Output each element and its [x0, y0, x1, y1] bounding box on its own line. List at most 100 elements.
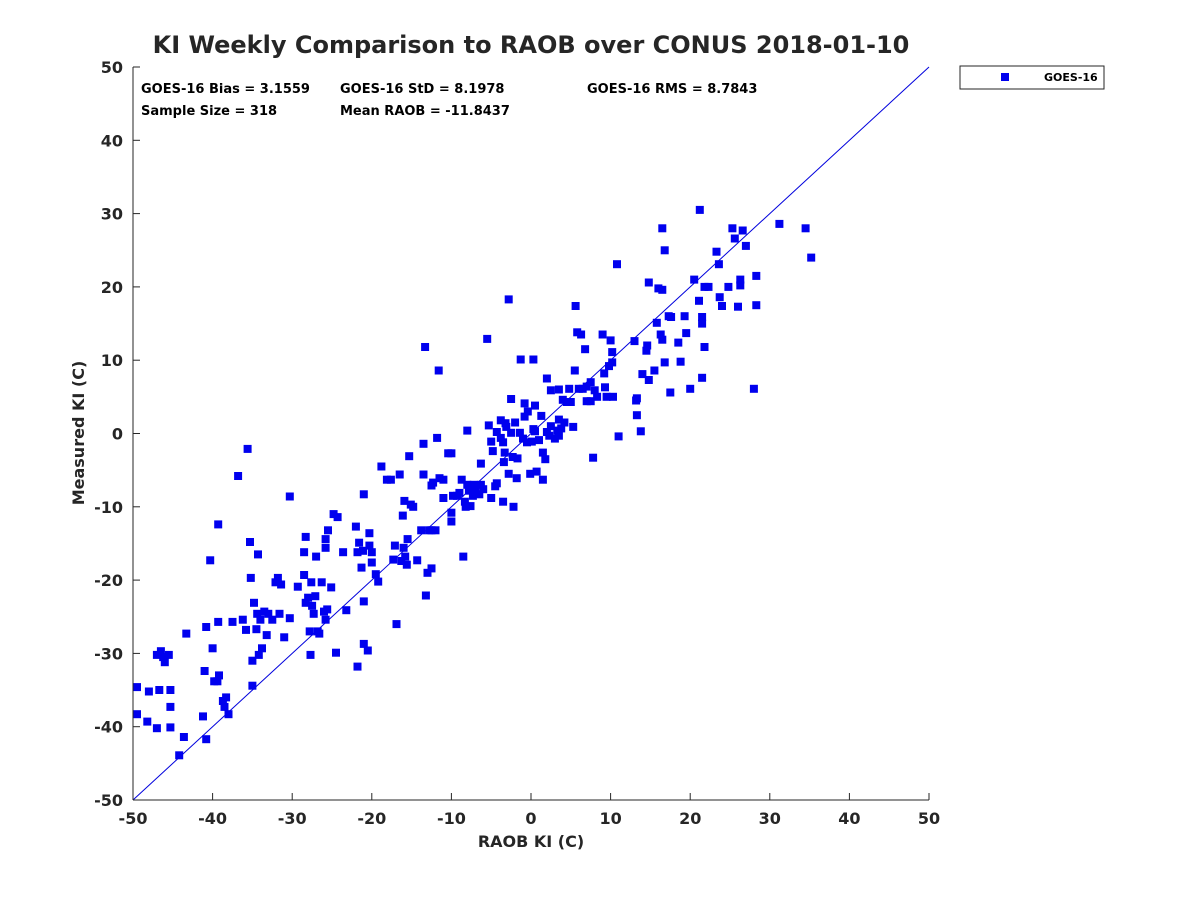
data-point [365, 541, 374, 550]
data-point [401, 552, 410, 561]
data-point [537, 411, 546, 420]
data-point [704, 282, 713, 291]
x-tick-label: 50 [918, 809, 940, 828]
data-point [156, 647, 165, 656]
data-point [262, 631, 271, 640]
data-point [357, 563, 366, 572]
data-point [332, 648, 340, 657]
data-point [264, 609, 273, 618]
data-point [660, 246, 669, 255]
data-point [801, 224, 810, 233]
data-point [355, 538, 364, 547]
data-point [433, 433, 442, 442]
data-point [365, 529, 374, 538]
data-point [728, 224, 737, 233]
data-point [614, 432, 623, 441]
data-point [571, 302, 580, 310]
data-point [554, 431, 563, 440]
data-point [214, 520, 223, 529]
data-point [273, 573, 282, 582]
data-point [152, 724, 161, 733]
data-point [301, 598, 310, 607]
data-point [658, 285, 667, 294]
data-point [275, 609, 284, 618]
data-point [439, 494, 448, 502]
x-tick-label: 30 [759, 809, 781, 828]
stat-rms: GOES-16 RMS = 8.7843 [587, 82, 757, 97]
data-point [546, 386, 555, 395]
data-point [515, 428, 524, 437]
data-point [602, 392, 611, 401]
data-point [463, 480, 472, 489]
data-point [531, 427, 539, 436]
data-point [608, 358, 617, 367]
data-point [224, 710, 233, 719]
data-point [333, 513, 342, 522]
data-point [741, 241, 750, 250]
data-point [457, 475, 466, 484]
data-point [285, 492, 294, 501]
data-point [695, 296, 703, 305]
data-point [202, 623, 211, 631]
data-point [593, 392, 602, 401]
data-point [342, 606, 351, 615]
data-point [752, 271, 761, 280]
data-point [311, 592, 320, 601]
data-point [520, 399, 529, 408]
data-point [775, 219, 784, 228]
data-point [516, 355, 525, 364]
data-point [492, 428, 501, 436]
data-point [666, 388, 675, 397]
data-point [271, 578, 280, 587]
y-tick-label: 50 [101, 58, 123, 77]
data-point [395, 470, 404, 479]
data-point [499, 438, 508, 447]
data-point [405, 452, 414, 461]
data-point [749, 384, 758, 393]
data-point [499, 458, 508, 467]
stat-sample-size: Sample Size = 318 [141, 104, 277, 119]
data-point [353, 548, 362, 557]
data-point [182, 629, 191, 638]
data-point [570, 366, 579, 375]
data-point [363, 646, 372, 655]
data-point [730, 234, 739, 243]
data-point [523, 407, 532, 416]
data-point [246, 538, 254, 546]
data-point [636, 427, 645, 436]
data-point [377, 462, 386, 471]
data-point [253, 609, 262, 618]
data-point [658, 335, 667, 344]
data-point [254, 550, 262, 559]
data-point [502, 422, 511, 431]
data-point [421, 591, 430, 600]
data-point [222, 693, 231, 702]
data-point [461, 502, 470, 511]
data-point [500, 448, 509, 457]
data-point [339, 548, 348, 557]
data-point [386, 475, 395, 484]
data-point [520, 412, 529, 421]
data-point [166, 702, 175, 711]
data-point [682, 329, 691, 338]
data-point [309, 609, 318, 618]
data-point [234, 472, 243, 480]
data-point [598, 330, 607, 339]
data-point [650, 366, 659, 375]
data-point [512, 474, 521, 483]
data-point [228, 617, 237, 626]
data-point [601, 383, 609, 392]
data-point [600, 369, 609, 378]
stat-mean-raob: Mean RAOB = -11.8437 [340, 104, 510, 119]
data-point [560, 418, 569, 427]
data-point [413, 556, 422, 565]
data-point [479, 485, 488, 494]
data-point [496, 416, 505, 425]
data-point [285, 614, 294, 623]
data-point [566, 398, 575, 406]
data-point [509, 502, 518, 511]
data-point [353, 662, 362, 671]
data-point [159, 653, 168, 662]
data-point [463, 426, 472, 435]
